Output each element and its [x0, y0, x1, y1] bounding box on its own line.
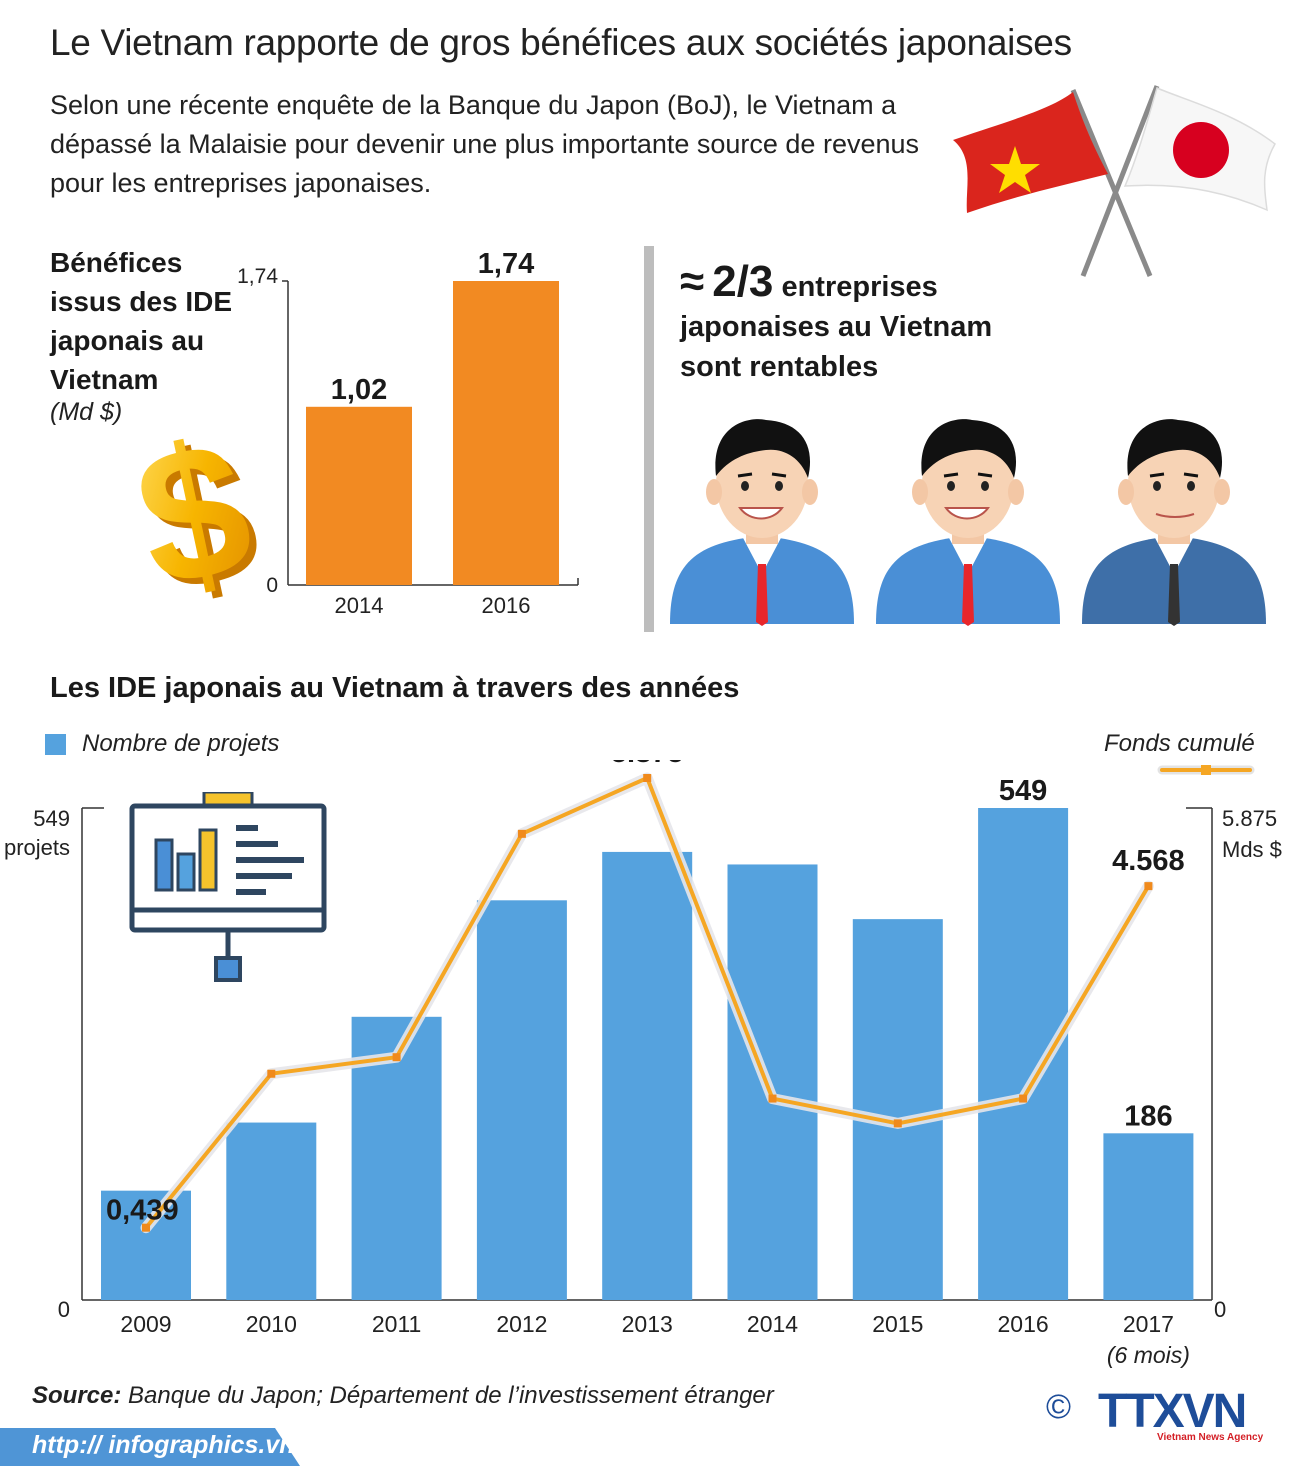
legend-bar-swatch	[45, 734, 66, 755]
source-text: Banque du Japon; Département de l’invest…	[128, 1382, 774, 1409]
x-tick-label: 2016	[998, 1311, 1049, 1337]
legend-line-swatch	[1157, 765, 1255, 775]
y-tick-label: 0	[266, 574, 278, 597]
fund-value-label: 5.875	[611, 760, 684, 769]
legend-bar-label: Nombre de projets	[82, 730, 280, 757]
japan-flag-icon	[1080, 85, 1276, 277]
x-tick-label: 2009	[120, 1311, 171, 1337]
stat-line2: japonaises au Vietnam	[680, 311, 993, 343]
presentation-board-icon	[129, 792, 327, 982]
left-axis-max-label: 549	[33, 806, 70, 831]
copyright-symbol: ©	[1046, 1388, 1072, 1426]
fund-point-2013	[643, 774, 652, 782]
fund-point-2011	[392, 1053, 401, 1062]
x-tick-label: 2013	[622, 1311, 673, 1337]
x-tick-label: 2014	[747, 1311, 798, 1337]
combo-chart-title: Les IDE japonais au Vietnam à travers de…	[50, 672, 740, 704]
bar-2010	[226, 1122, 317, 1300]
stat-fraction: 2/3	[712, 257, 774, 306]
url-banner	[0, 1428, 300, 1466]
fund-point-2010	[267, 1069, 276, 1078]
bar-2015	[852, 919, 943, 1300]
bar-value-label: 1,74	[478, 250, 534, 280]
fund-point-2017	[1144, 882, 1153, 891]
x-tick-label: 2011	[372, 1311, 421, 1337]
source-label: Source:	[32, 1382, 122, 1409]
page-title: Le Vietnam rapporte de gros bénéfices au…	[50, 22, 1072, 63]
businessman-icon	[668, 417, 856, 626]
stat-approx: ≈	[680, 257, 705, 306]
x-tick-label: 2016	[482, 593, 531, 618]
x-tick-label: 2010	[246, 1311, 297, 1337]
source-note: Source: Banque du Japon; Département de …	[32, 1382, 774, 1410]
vietnam-flag-icon	[953, 89, 1153, 277]
bar-2016	[453, 281, 559, 585]
bar-2013	[602, 851, 693, 1300]
bar-2012	[476, 900, 567, 1300]
stat-line3: sont rentables	[680, 351, 879, 383]
dollar-icon: $ $	[130, 425, 270, 605]
fund-point-2015	[893, 1119, 902, 1128]
x-tick-label: 2014	[335, 593, 384, 618]
bar-2014	[727, 864, 818, 1300]
x-tick-label: 2015	[872, 1311, 923, 1337]
businessmen-illustration	[668, 417, 1268, 626]
left-axis-min-label: 0	[58, 1297, 70, 1322]
profit-bar-chart: 0 1,74 1,02 2014 1,74 2016	[237, 250, 579, 618]
website-link[interactable]: http:// infographics.vn	[32, 1431, 295, 1459]
fund-value-label: 0,439	[106, 1195, 179, 1227]
right-axis-max-label: 5.875	[1222, 806, 1277, 831]
fund-point-2012	[517, 829, 526, 838]
x-tick-sublabel: (6 mois)	[1107, 1342, 1190, 1368]
fund-point-2009	[142, 1223, 150, 1232]
fund-point-2014	[768, 1094, 777, 1103]
right-axis-unit-label: Mds $	[1222, 837, 1282, 862]
right-axis-min-label: 0	[1214, 1297, 1226, 1322]
stat-line1: entreprises	[781, 271, 938, 303]
ttxvn-logo-subtitle: Vietnam News Agency	[1157, 1432, 1264, 1443]
fund-point-2016	[1019, 1094, 1028, 1103]
profitability-stat: ≈ 2/3 entreprises japonaises au Vietnam …	[680, 260, 1100, 387]
left-axis-unit-label: projets	[4, 835, 70, 860]
x-tick-label: 2017	[1123, 1311, 1174, 1337]
businessman-icon	[874, 417, 1062, 626]
y-tick-label: 1,74	[237, 265, 278, 288]
bar-chart-unit: (Md $)	[50, 398, 123, 426]
legend-line-label: Fonds cumulé	[1104, 730, 1255, 757]
bar-2009	[101, 1190, 191, 1300]
crossed-flags-illustration	[953, 85, 1276, 277]
bar-value-label: 186	[1124, 1100, 1172, 1132]
businessman-icon	[1080, 417, 1268, 626]
bar-value-label: 1,02	[331, 374, 387, 406]
bar-value-label: 549	[999, 775, 1047, 807]
ide-combo-chart: 549 projets 0 5.875 Mds $ 0 2009 2010 2011 2012 20…	[4, 760, 1282, 1368]
bar-chart-title: Bénéfices issus des IDE japonais au Viet…	[50, 247, 233, 395]
x-tick-label: 2012	[496, 1311, 547, 1337]
section-divider	[644, 246, 654, 632]
bar-2014	[306, 406, 412, 585]
intro-text: Selon une récente enquête de la Banque d…	[50, 90, 920, 198]
bar-2017	[1103, 1133, 1194, 1300]
ttxvn-logo: TTXVN	[1098, 1385, 1247, 1438]
fund-value-label: 4.568	[1112, 845, 1185, 877]
